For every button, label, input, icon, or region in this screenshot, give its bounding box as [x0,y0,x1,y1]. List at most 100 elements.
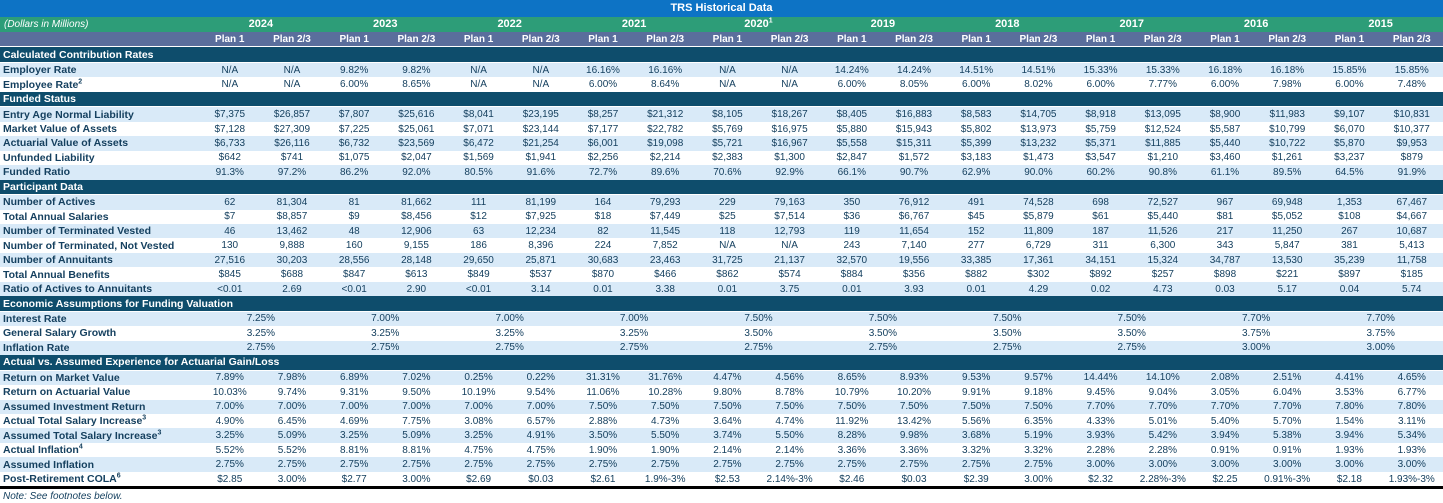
data-cell: 35,239 [1318,252,1381,268]
data-cell: $23,195 [509,106,572,122]
data-cell: 3.94% [1193,428,1257,443]
data-cell: 7.00% [323,311,448,327]
plan-header-2017-2: Plan 2/3 [1131,32,1194,48]
plan-header-2016-2: Plan 2/3 [1256,32,1319,48]
data-cell: $5,759 [1069,121,1132,137]
label-text: Assumed Inflation [3,458,95,471]
plan-header-2016-1: Plan 1 [1193,32,1257,48]
data-cell: $2.69 [447,471,510,490]
data-cell: 70.6% [696,165,759,180]
data-cell: $22,782 [634,121,697,137]
data-cell: $2.53 [696,471,759,490]
data-cell: 7.75% [385,413,448,429]
row-label: Inflation Rate [0,340,199,356]
label-text: Interest Rate [3,312,67,325]
data-cell: 4.33% [1069,413,1132,429]
data-cell: 7.50% [820,311,946,327]
year-header-2016: 2016 [1193,16,1319,32]
data-cell: 15.33% [1069,62,1132,78]
row-label: Return on Market Value [0,370,199,386]
row-label: Unfunded Liability [0,150,199,166]
data-cell: 91.6% [509,165,572,180]
data-cell: 7.80% [1380,399,1443,414]
data-cell: 7.50% [1069,311,1194,327]
data-cell: 2.75% [758,457,821,472]
row-label: Return on Actuarial Value [0,385,199,400]
data-cell: 31.31% [571,370,635,386]
data-cell: 11,545 [634,224,697,239]
data-cell: 7.00% [571,311,697,327]
data-cell: 2.69 [260,281,324,297]
data-cell: 11,526 [1131,224,1194,239]
plan-header-2022-1: Plan 1 [447,32,510,48]
data-cell: $6,472 [447,136,510,151]
data-cell: 31,725 [696,252,759,268]
data-cell: 3.68% [945,428,1008,443]
data-cell: $849 [447,267,510,282]
data-cell: $15,943 [882,121,946,137]
data-cell: $2.25 [1193,471,1257,490]
data-cell: 64.5% [1318,165,1381,180]
data-cell: $3,183 [945,150,1008,166]
data-cell: 7.70% [1193,399,1257,414]
data-cell: 14.24% [820,62,883,78]
row-label: Number of Annuitants [0,252,199,268]
data-cell: 32,570 [820,252,883,268]
data-cell: 81,199 [509,194,572,210]
data-cell: $6,001 [571,136,635,151]
data-cell: 10.28% [634,385,697,400]
data-cell: $257 [1131,267,1194,282]
data-cell: 15.33% [1131,62,1194,78]
data-cell: 5.19% [1007,428,1070,443]
data-cell: 2.14% [696,442,759,458]
data-cell: 4.75% [509,442,572,458]
label-text: Inflation Rate [3,341,70,354]
data-cell: 2.08% [1193,370,1257,386]
data-cell: 34,787 [1193,252,1257,268]
data-cell: $3,237 [1318,150,1381,166]
data-cell: 111 [447,194,510,210]
data-cell: $882 [945,267,1008,282]
data-cell: $9,953 [1380,136,1443,151]
data-cell: $7,807 [323,106,386,122]
data-cell: 5,413 [1380,238,1443,253]
data-cell: 5.74 [1380,281,1443,297]
data-cell: 277 [945,238,1008,253]
data-cell: 15.85% [1318,62,1381,78]
data-cell: $897 [1318,267,1381,282]
data-cell: 14.44% [1069,370,1132,386]
data-cell: 3.75% [1318,326,1443,341]
label-text: Actual Inflation [3,444,79,457]
data-cell: 10.79% [820,385,883,400]
data-cell: 30,683 [571,252,635,268]
data-cell: 62.9% [945,165,1008,180]
data-cell: 79,163 [758,194,821,210]
data-cell: 90.7% [882,165,946,180]
data-cell: $898 [1193,267,1257,282]
label-text: Number of Terminated Vested [3,225,152,238]
data-cell: $2,047 [385,150,448,166]
data-cell: 60.2% [1069,165,1132,180]
row-label: Actuarial Value of Assets [0,136,199,151]
data-cell: 3.00% [1380,457,1443,472]
label-text: Unfunded Liability [3,151,95,164]
data-cell: $221 [1256,267,1319,282]
data-cell: $7,514 [758,209,821,225]
data-cell: $7,225 [323,121,386,137]
row-label: Actual Total Salary Increase3 [0,413,199,429]
data-cell: $8,257 [571,106,635,122]
data-cell: 1.93%-3% [1380,471,1443,490]
data-cell: 5.42% [1131,428,1194,443]
data-cell: 7.02% [385,370,448,386]
label-text: 2015 [1368,18,1393,31]
label-text: Number of Terminated, Not Vested [3,239,175,252]
data-cell: $862 [696,267,759,282]
data-cell: $2.61 [571,471,635,490]
data-cell: $8,456 [385,209,448,225]
data-cell: $12 [447,209,510,225]
section-header: Calculated Contribution Rates [0,46,1443,63]
data-cell: 9.04% [1131,385,1194,400]
data-cell: $0.03 [882,471,946,490]
data-cell: 7.50% [1007,399,1070,414]
data-cell: 15.85% [1380,62,1443,78]
